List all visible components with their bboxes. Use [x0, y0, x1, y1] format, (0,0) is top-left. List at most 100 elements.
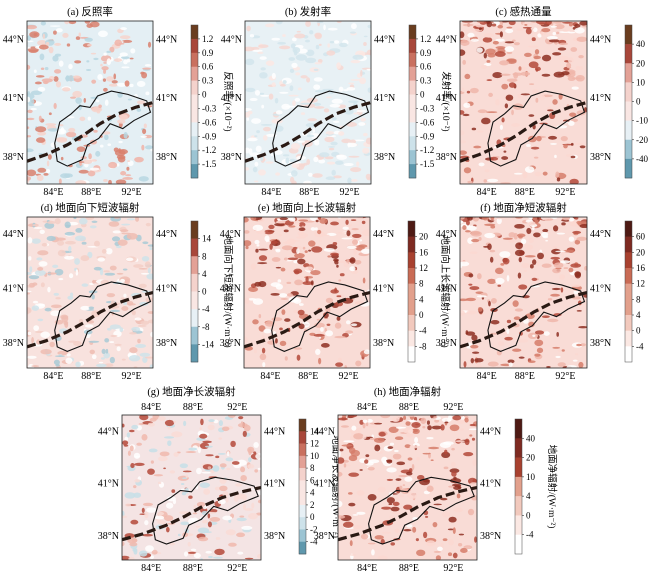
colorbar-tick: -4: [202, 304, 210, 314]
lat-tick-left: 41°N: [3, 93, 24, 104]
colorbar-tick: 2: [310, 500, 315, 510]
lat-tick-right: 44°N: [264, 426, 285, 437]
colorbar-tick: -8: [419, 341, 427, 351]
lat-tick-left: 38°N: [3, 152, 24, 163]
colorbar-segment: [191, 108, 198, 123]
colorbar-segment: [191, 25, 198, 40]
colorbar-tick: -0.9: [202, 131, 217, 141]
lat-tick-left: 38°N: [436, 338, 457, 349]
colorbar-segment: [191, 309, 198, 328]
lon-tick-bottom: 88°E: [183, 563, 203, 574]
map-background: [460, 21, 587, 184]
colorbar-tick: -4: [636, 341, 644, 351]
lat-tick-right: 44°N: [480, 426, 501, 437]
colorbar-tick: 10: [526, 472, 536, 482]
colorbar-segment: [515, 457, 522, 478]
lat-tick-right: 41°N: [156, 93, 177, 104]
map-field: [338, 415, 477, 560]
panel-6: (f) 地面净短波辐射 44°N 44°N 41°N 41°N 38°N 38°N 84°E 8…: [436, 201, 646, 382]
panel-title: (a) 反照率: [67, 5, 113, 18]
colorbar-tick: 4: [636, 310, 641, 320]
colorbar-segment: [299, 480, 306, 493]
colorbar-tick: 0.3: [202, 76, 214, 86]
colorbar-segment: [409, 80, 416, 95]
lat-tick-left: 44°N: [436, 229, 457, 240]
colorbar-tick: 20: [636, 58, 646, 68]
colorbar-label: 反照率/(×10⁻²): [222, 71, 234, 131]
lat-tick-left: 41°N: [220, 283, 241, 294]
lat-tick-left: 38°N: [436, 152, 457, 163]
lat-tick-left: 44°N: [436, 34, 457, 45]
basin-outline: [487, 281, 586, 352]
colorbar-tick: 4: [526, 491, 531, 501]
dashed-boundary: [338, 485, 477, 542]
colorbar-segment: [515, 515, 522, 536]
panel-title: (g) 地面净长波辐射: [147, 385, 236, 398]
colorbar-segment: [625, 44, 632, 64]
lon-tick-top: 92°E: [227, 402, 247, 413]
colorbar-tick: 16: [419, 247, 429, 257]
dashed-boundary: [245, 100, 371, 163]
dashed-boundary: [27, 100, 153, 163]
colorbar-tick: 0: [202, 287, 207, 297]
lon-tick-top: 84°E: [357, 402, 377, 413]
colorbar-segment: [299, 504, 306, 518]
colorbar-tick: -1.2: [202, 145, 216, 155]
map-field: [27, 21, 153, 184]
colorbar-segment: [299, 492, 306, 506]
colorbar-segment: [409, 52, 416, 68]
dashed-boundary: [460, 290, 587, 349]
lon-tick-bottom: 84°E: [477, 187, 497, 198]
colorbar-segment: [191, 52, 198, 68]
colorbar-tick: 0: [310, 512, 315, 522]
lon-tick-bottom: 88°E: [515, 187, 535, 198]
colorbar-segment: [191, 326, 198, 345]
lon-tick-top: 92°E: [443, 402, 463, 413]
colorbar-segment: [299, 517, 306, 530]
colorbar-segment: [409, 164, 416, 179]
colorbar-segment: [515, 496, 522, 516]
colorbar-tick: 10: [636, 77, 646, 87]
colorbar-tick: -0.3: [420, 103, 435, 113]
colorbar-segment: [299, 443, 306, 457]
lat-tick-left: 38°N: [220, 338, 241, 349]
panel-title: (f) 地面净短波辐射: [480, 201, 567, 214]
colorbar-segment: [299, 541, 306, 555]
colorbar-segment: [191, 238, 198, 257]
colorbar-segment: [191, 150, 198, 165]
lon-tick-bottom: 92°E: [555, 187, 575, 198]
lon-tick-bottom: 88°E: [298, 371, 318, 382]
lon-tick-bottom: 92°E: [339, 371, 359, 382]
lat-tick-left: 38°N: [314, 531, 335, 542]
lon-tick-bottom: 84°E: [43, 371, 63, 382]
colorbar-segment: [625, 252, 632, 269]
colorbar-tick: 6: [310, 475, 315, 485]
colorbar-segment: [625, 299, 632, 316]
colorbar-segment: [625, 283, 632, 300]
map-background: [244, 217, 370, 368]
colorbar-tick: -1.5: [202, 159, 217, 169]
colorbar-segment: [299, 529, 306, 543]
colorbar-tick: -20: [636, 135, 648, 145]
basin-outline: [272, 90, 370, 167]
colorbar-segment: [408, 221, 415, 237]
panel-title: (h) 地面净辐射: [374, 385, 442, 398]
map-frame: [337, 414, 478, 561]
colorbar-tick: 8: [310, 463, 315, 473]
lon-tick-bottom: 84°E: [261, 187, 281, 198]
colorbar-segment: [625, 346, 632, 363]
basin-outline: [487, 90, 586, 167]
colorbar-label: 地面向下短波辐射/(W·m⁻²): [222, 235, 234, 347]
colorbar-tick: 0: [636, 97, 641, 107]
colorbar-segment: [191, 80, 198, 95]
lat-tick-right: 38°N: [156, 152, 177, 163]
lon-tick-bottom: 92°E: [122, 187, 142, 198]
colorbar: 1.2 0.9 0.6 0.3 0 -0.3 -0.6 -0.9 -1.2 -1.5 发射率/(×1…: [408, 24, 452, 179]
basin-outline: [152, 476, 259, 545]
map-field: [245, 21, 371, 184]
lat-tick-right: 44°N: [156, 34, 177, 45]
colorbar-segment: [191, 136, 198, 151]
lat-tick-right: 41°N: [590, 283, 611, 294]
lat-tick-left: 41°N: [436, 93, 457, 104]
